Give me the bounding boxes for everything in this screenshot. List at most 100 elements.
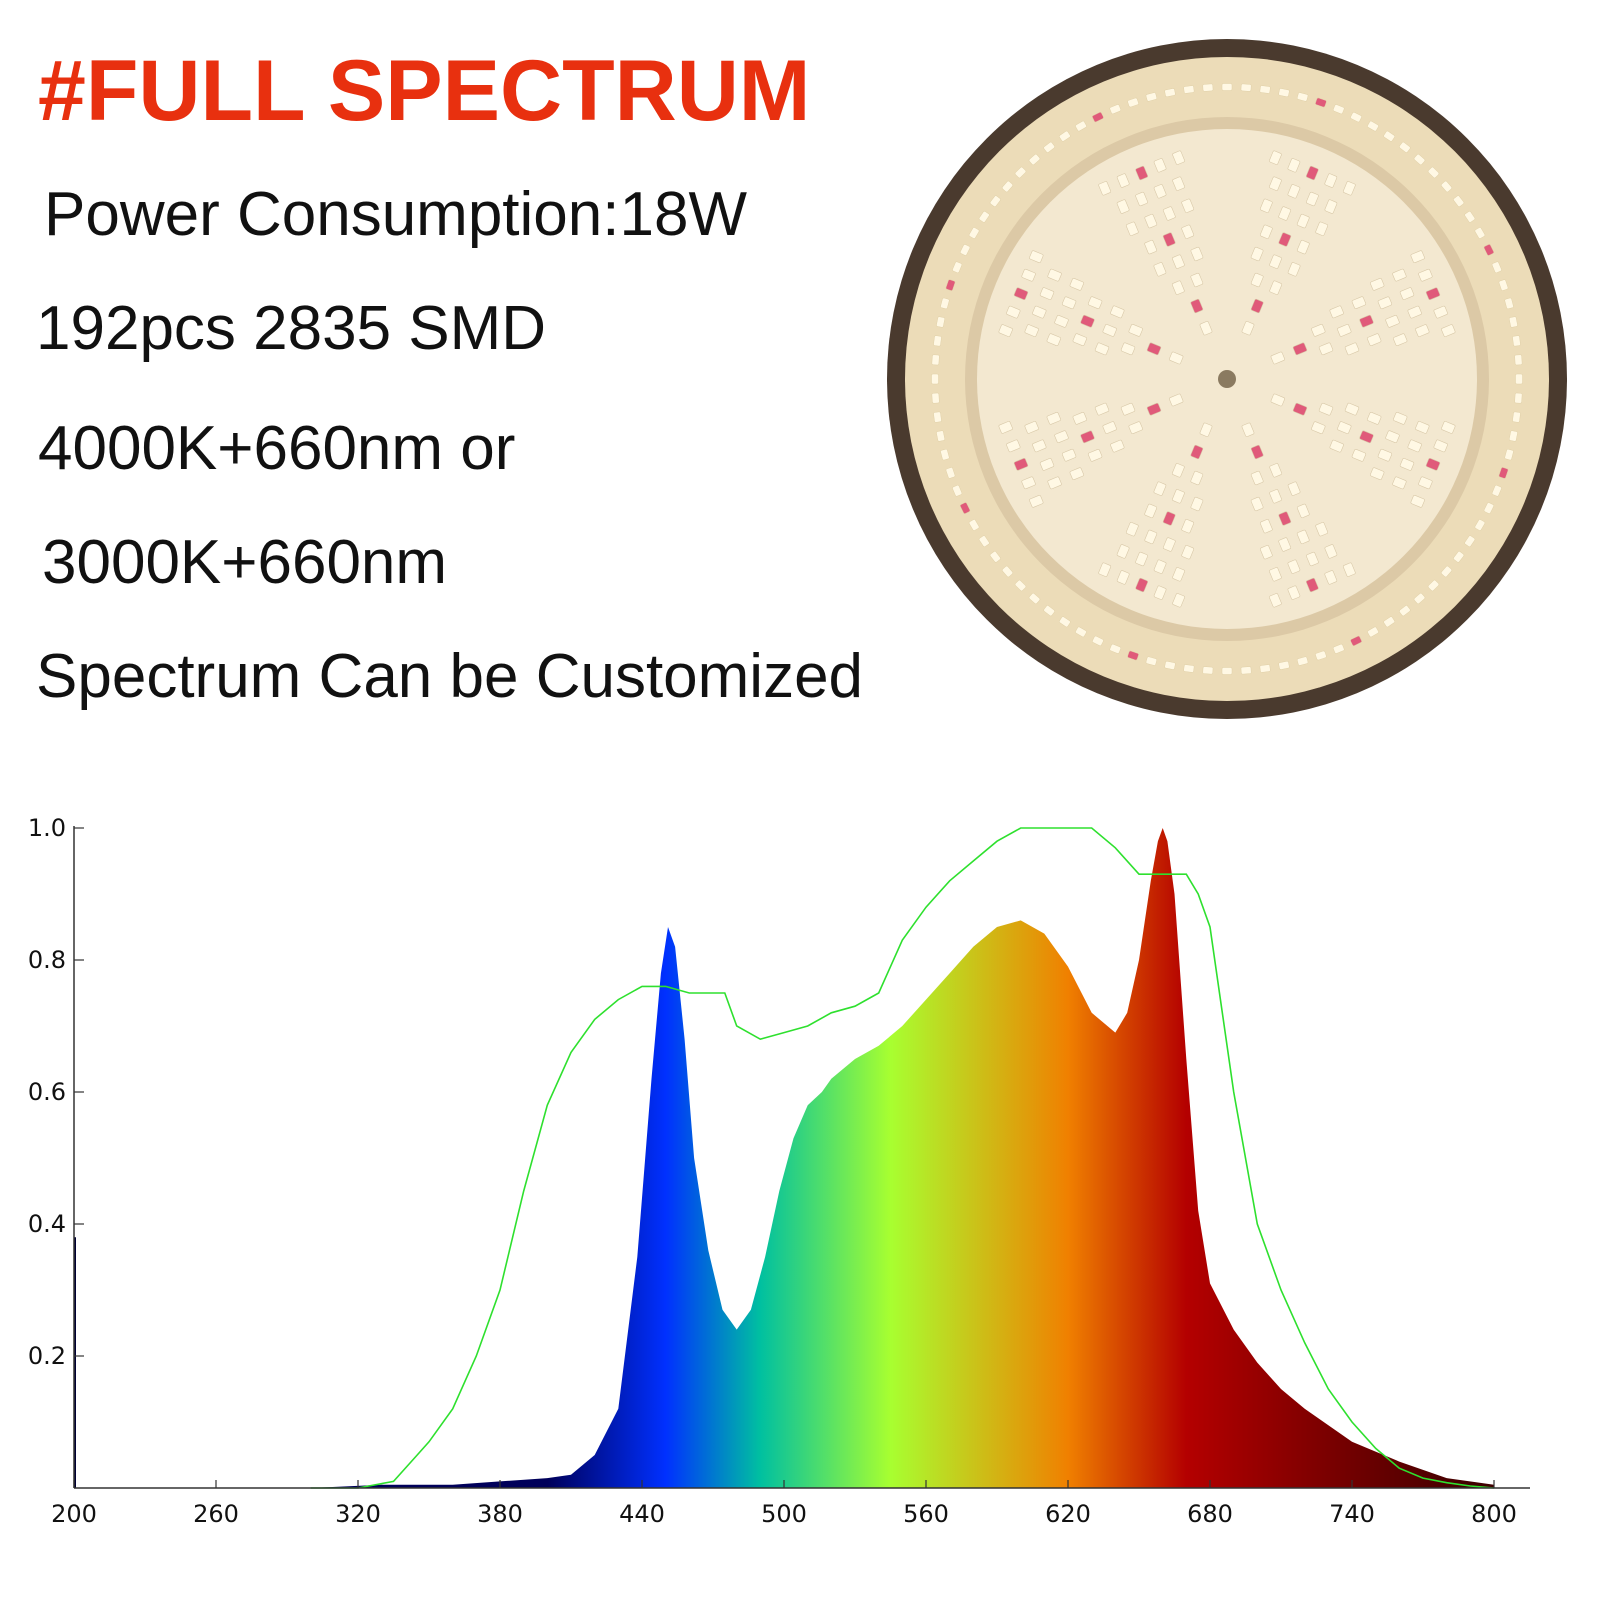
led-white (1153, 559, 1167, 574)
rim-led (989, 551, 1001, 563)
led-white (1241, 321, 1255, 336)
led-red (1306, 577, 1319, 593)
led-white (1102, 421, 1117, 434)
led-white (1094, 402, 1110, 416)
rim-led (1440, 180, 1453, 193)
rim-led (1474, 519, 1486, 531)
led-white (1441, 324, 1456, 337)
rim-led (1514, 354, 1523, 366)
led-white (1337, 421, 1352, 434)
led-white (1199, 321, 1213, 336)
led-white (1153, 262, 1167, 277)
led-white (1250, 470, 1264, 486)
rim-led (952, 484, 963, 497)
led-red (1146, 342, 1162, 356)
led-white (1324, 173, 1338, 188)
led-white (1046, 412, 1061, 425)
led-white (1269, 463, 1282, 478)
led-red (1359, 430, 1374, 444)
spec-customizable: Spectrum Can be Customized (36, 642, 864, 711)
led-white (1110, 305, 1125, 319)
led-white (1297, 503, 1310, 519)
led-white (1418, 476, 1433, 490)
rim-led (1259, 664, 1271, 673)
led-white (1399, 287, 1415, 300)
led-white (1029, 495, 1044, 508)
led-white (1318, 342, 1334, 356)
rim-led (1092, 112, 1104, 123)
led-white (1441, 421, 1456, 434)
led-white (1021, 268, 1036, 282)
led-red (1278, 232, 1292, 247)
lamp-center-screw (1218, 370, 1236, 388)
led-red (1162, 232, 1176, 247)
rim-led (1427, 166, 1440, 179)
rim-led (1498, 279, 1509, 291)
led-white (1047, 268, 1062, 282)
rim-led (1509, 430, 1518, 442)
rim-led (1183, 85, 1195, 94)
y-tick-label: 0.4 (28, 1210, 66, 1238)
led-white (1172, 593, 1185, 608)
rim-led (940, 448, 950, 461)
led-white (1024, 324, 1039, 337)
led-white (1241, 422, 1255, 437)
led-white (1260, 198, 1273, 213)
rim-led (1075, 626, 1087, 638)
rim-led (1240, 83, 1252, 92)
rim-led (1164, 661, 1176, 670)
led-red (1162, 511, 1176, 526)
led-white (1297, 239, 1310, 255)
rim-led (952, 261, 963, 274)
led-white (1392, 476, 1407, 490)
rim-led (1440, 565, 1453, 578)
led-white (1128, 421, 1143, 434)
rim-led (1183, 664, 1195, 673)
led-white (1343, 562, 1356, 577)
led-white (1399, 458, 1415, 471)
led-white (1324, 570, 1338, 585)
led-red (1292, 402, 1308, 416)
led-white (1199, 422, 1213, 437)
led-white (1181, 545, 1194, 560)
led-white (1172, 567, 1185, 582)
led-red (1013, 287, 1029, 300)
rim-led (1504, 448, 1514, 461)
led-red (1135, 577, 1148, 593)
y-tick-label: 0.2 (28, 1342, 66, 1370)
rim-led (1413, 153, 1426, 166)
led-white (1087, 296, 1103, 309)
led-red (1359, 314, 1374, 328)
rim-led (989, 195, 1001, 207)
led-white (1135, 191, 1148, 207)
rim-led (1512, 335, 1521, 347)
chart-axes: 200 260 320 380 440 500 560 620 680 740 800 0.2 0.4 0… (28, 814, 1530, 1528)
reference-curve (310, 827, 1495, 1489)
led-white (1087, 449, 1103, 462)
led-red (1306, 165, 1319, 181)
rim-led (1043, 605, 1055, 617)
led-red (1425, 458, 1441, 471)
led-white (1315, 221, 1328, 236)
rim-led (945, 279, 956, 291)
led-white (1172, 489, 1185, 504)
rim-led (931, 392, 940, 404)
led-white (1269, 150, 1282, 165)
led-white (1144, 503, 1157, 519)
rim-led (1427, 579, 1440, 592)
led-red (1080, 314, 1095, 328)
led-white (1377, 296, 1393, 310)
rim-led (1464, 211, 1476, 223)
x-tick-label: 380 (477, 1500, 523, 1528)
led-white (1126, 522, 1139, 537)
rim-led (1509, 316, 1518, 328)
led-white (1318, 402, 1334, 416)
led-red (1250, 298, 1264, 314)
led-red (1278, 511, 1292, 526)
led-white (1032, 305, 1047, 319)
rim-led (968, 227, 980, 239)
led-red (1292, 342, 1308, 356)
rim-led (1028, 153, 1041, 166)
led-white (1260, 545, 1273, 560)
led-white (1269, 280, 1282, 295)
